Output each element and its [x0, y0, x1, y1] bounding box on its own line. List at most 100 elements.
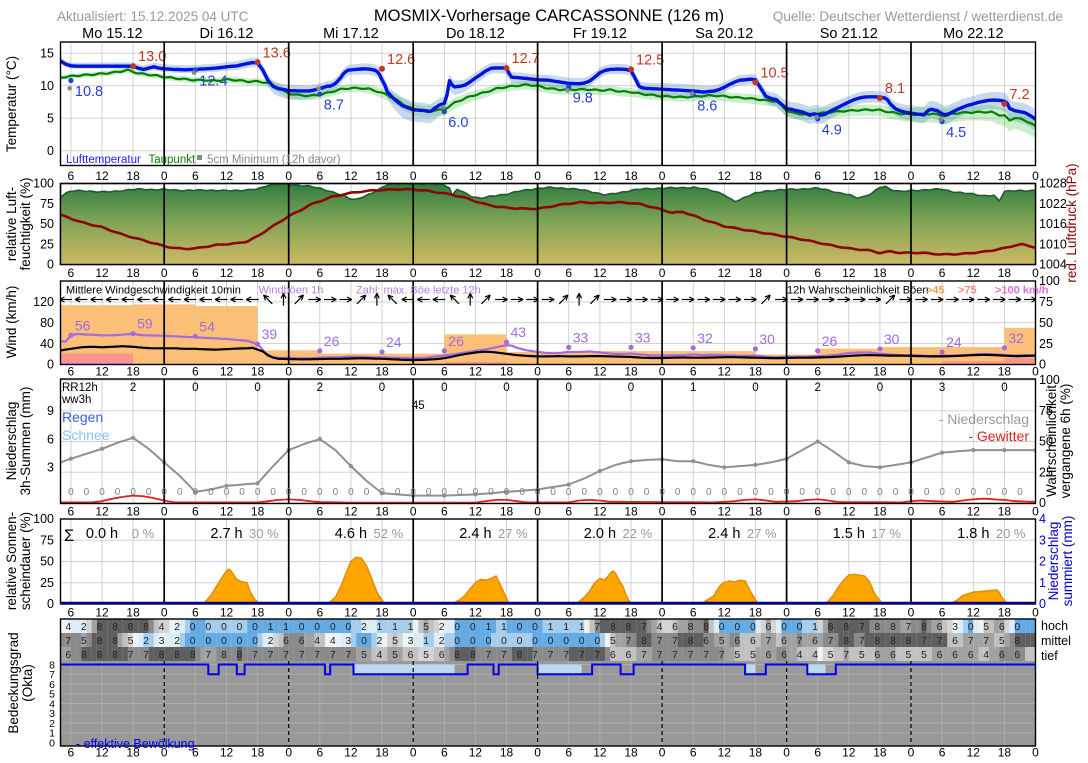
- svg-text:8: 8: [874, 621, 880, 633]
- svg-text:>45: >45: [926, 285, 945, 297]
- svg-text:18: 18: [251, 746, 265, 760]
- svg-text:6: 6: [565, 505, 572, 519]
- svg-text:0: 0: [84, 487, 90, 498]
- svg-text:7: 7: [672, 635, 678, 647]
- svg-text:2: 2: [361, 621, 367, 633]
- svg-text:Fr 19.12: Fr 19.12: [573, 26, 627, 42]
- svg-text:0: 0: [255, 487, 261, 498]
- svg-text:5: 5: [983, 621, 989, 633]
- svg-text:6: 6: [192, 365, 199, 379]
- svg-text:8: 8: [112, 649, 118, 661]
- svg-text:0: 0: [1039, 496, 1046, 510]
- svg-text:18: 18: [873, 606, 887, 620]
- svg-text:0: 0: [532, 635, 538, 647]
- svg-text:7: 7: [828, 635, 834, 647]
- svg-text:0: 0: [517, 635, 523, 647]
- svg-text:5: 5: [921, 649, 927, 661]
- svg-text:0: 0: [348, 487, 354, 498]
- svg-text:0: 0: [517, 621, 523, 633]
- svg-text:12: 12: [469, 169, 483, 183]
- svg-text:1.8 h: 1.8 h: [957, 526, 989, 542]
- svg-text:0: 0: [161, 606, 168, 620]
- svg-text:2: 2: [130, 382, 136, 394]
- svg-text:12: 12: [967, 505, 981, 519]
- svg-text:5: 5: [49, 689, 55, 701]
- svg-text:6: 6: [68, 266, 75, 280]
- svg-text:0: 0: [565, 382, 571, 394]
- svg-text:1: 1: [408, 621, 414, 633]
- svg-text:6: 6: [316, 606, 323, 620]
- svg-text:0: 0: [285, 606, 292, 620]
- svg-text:Wind (km/h): Wind (km/h): [4, 286, 19, 359]
- svg-text:12: 12: [469, 746, 483, 760]
- svg-text:0: 0: [659, 266, 666, 280]
- svg-text:6: 6: [814, 505, 821, 519]
- svg-text:15: 15: [40, 46, 54, 60]
- svg-text:2.4 h: 2.4 h: [708, 526, 740, 542]
- svg-text:4: 4: [159, 621, 165, 633]
- svg-text:0: 0: [1002, 487, 1008, 498]
- svg-text:18: 18: [998, 169, 1012, 183]
- svg-text:12: 12: [842, 365, 856, 379]
- svg-text:39: 39: [262, 326, 278, 342]
- svg-text:So 21.12: So 21.12: [820, 26, 878, 42]
- svg-text:54: 54: [199, 318, 215, 334]
- svg-text:33: 33: [635, 329, 651, 345]
- svg-text:red. Luftdruck (hPa): red. Luftdruck (hPa): [1064, 163, 1079, 282]
- svg-text:12: 12: [842, 266, 856, 280]
- svg-text:0: 0: [722, 487, 728, 498]
- svg-text:0: 0: [628, 382, 634, 394]
- svg-text:0: 0: [410, 169, 417, 183]
- svg-text:8.1: 8.1: [885, 81, 905, 97]
- svg-text:vergangene 6h (%): vergangene 6h (%): [1058, 384, 1073, 499]
- svg-text:0: 0: [345, 621, 351, 633]
- svg-text:18: 18: [251, 365, 265, 379]
- svg-text:40: 40: [40, 337, 54, 351]
- svg-text:7: 7: [299, 649, 305, 661]
- svg-text:50: 50: [1039, 316, 1053, 330]
- svg-text:6: 6: [565, 365, 572, 379]
- svg-text:18: 18: [500, 169, 514, 183]
- svg-text:3: 3: [939, 382, 945, 394]
- svg-text:0: 0: [68, 487, 74, 498]
- svg-text:5: 5: [361, 649, 367, 661]
- svg-text:6: 6: [781, 635, 787, 647]
- svg-text:8: 8: [703, 621, 709, 633]
- svg-text:6: 6: [999, 649, 1005, 661]
- svg-text:tief: tief: [1041, 649, 1058, 663]
- svg-text:8: 8: [688, 621, 694, 633]
- svg-text:0: 0: [333, 487, 339, 498]
- svg-text:5: 5: [750, 649, 756, 661]
- svg-text:0: 0: [270, 487, 276, 498]
- svg-text:0: 0: [939, 487, 945, 498]
- svg-text:6: 6: [565, 169, 572, 183]
- svg-text:0: 0: [47, 258, 54, 272]
- svg-text:0: 0: [534, 505, 541, 519]
- svg-text:12: 12: [95, 746, 109, 760]
- svg-text:0: 0: [783, 365, 790, 379]
- svg-text:7: 7: [843, 649, 849, 661]
- svg-text:7: 7: [501, 649, 507, 661]
- svg-text:18: 18: [998, 365, 1012, 379]
- svg-text:0: 0: [534, 169, 541, 183]
- svg-text:1: 1: [563, 621, 569, 633]
- svg-text:0: 0: [519, 487, 525, 498]
- svg-text:0: 0: [783, 746, 790, 760]
- svg-text:18: 18: [500, 365, 514, 379]
- svg-text:0: 0: [330, 621, 336, 633]
- svg-text:8: 8: [890, 635, 896, 647]
- svg-text:7: 7: [921, 635, 927, 647]
- svg-text:0: 0: [252, 621, 258, 633]
- svg-text:ww3h: ww3h: [61, 394, 91, 406]
- svg-text:22 %: 22 %: [622, 526, 652, 541]
- svg-text:27 %: 27 %: [498, 526, 528, 541]
- svg-text:2: 2: [439, 635, 445, 647]
- svg-text:1: 1: [268, 621, 274, 633]
- svg-text:18: 18: [998, 505, 1012, 519]
- svg-text:12.7: 12.7: [512, 51, 540, 67]
- svg-text:0: 0: [659, 487, 665, 498]
- svg-text:12: 12: [718, 169, 732, 183]
- svg-text:6: 6: [999, 621, 1005, 633]
- svg-text:18: 18: [375, 746, 389, 760]
- svg-text:1: 1: [376, 621, 382, 633]
